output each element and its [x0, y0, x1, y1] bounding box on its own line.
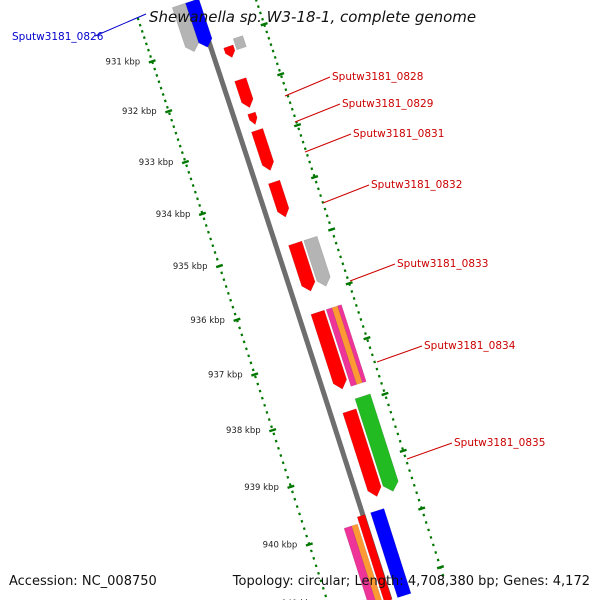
gene-label: Sputw3181_0828 — [332, 71, 423, 83]
outer-major-tick — [399, 448, 407, 453]
gene-block — [171, 2, 200, 53]
kbp-major-tick — [287, 484, 295, 490]
genes-value: 4,172 — [552, 574, 590, 589]
kbp-major-tick — [233, 317, 241, 322]
kbp-label: 934 kbp — [156, 210, 191, 220]
gene-leader-line — [94, 13, 147, 37]
feature-layer — [171, 0, 412, 600]
gene-block — [310, 309, 347, 390]
outer-major-tick — [260, 21, 268, 27]
tick-layer: 931 kbp 932 kbp 933 kbp 934 kbp 935 kbp 936 k… — [106, 0, 445, 600]
outer-major-tick — [277, 71, 285, 77]
gene-block — [251, 128, 275, 171]
outer-major-tick — [345, 281, 353, 286]
outer-major-tick — [436, 565, 445, 570]
kbp-label: 937 kbp — [208, 370, 243, 380]
length-label: Length: — [354, 574, 404, 589]
kbp-label: 938 kbp — [226, 426, 261, 436]
kbp-label: 931 kbp — [106, 57, 141, 67]
gene-leader-line — [349, 263, 396, 282]
gene-label: Sputw3181_0831 — [353, 128, 444, 140]
gene-leader-line — [294, 103, 341, 123]
gene-block — [232, 35, 247, 51]
kbp-major-tick — [215, 263, 224, 269]
gene-block — [354, 393, 399, 492]
topology-value: circular — [297, 574, 346, 589]
kbp-label: 939 kbp — [244, 483, 279, 493]
accession-label: Accession: — [9, 574, 78, 589]
accession-info: Accession: NC_008750 — [9, 574, 157, 589]
gene-label: Sputw3181_0829 — [342, 98, 433, 110]
genes-label: Genes: — [503, 574, 549, 589]
gene-leader-line — [322, 184, 370, 204]
kbp-label: 933 kbp — [139, 158, 174, 168]
accession-value: NC_008750 — [81, 574, 157, 589]
kbp-major-tick — [148, 59, 156, 64]
length-value: 4,708,380 bp — [407, 574, 495, 589]
gene-block — [234, 77, 254, 109]
kbp-major-tick — [198, 211, 207, 217]
gene-leader-line — [284, 76, 331, 97]
kbp-major-tick — [268, 427, 277, 433]
genome-backbone — [192, 0, 393, 600]
outer-major-tick — [293, 122, 302, 128]
kbp-label: 932 kbp — [122, 107, 157, 117]
outer-major-tick — [363, 335, 371, 341]
gene-label: Sputw3181_0826 — [12, 31, 104, 43]
gene-block — [268, 179, 290, 218]
kbp-label: 936 kbp — [190, 316, 225, 326]
genome-summary: Topology: circular; Length: 4,708,380 bp… — [232, 574, 590, 589]
gene-label: Sputw3181_0832 — [371, 179, 462, 191]
gene-block — [370, 508, 412, 598]
kbp-label: 935 kbp — [173, 262, 208, 272]
kbp-major-tick — [181, 159, 190, 165]
label-layer: Sputw3181_0826 Sputw3181_0828 Sputw3181_08… — [12, 13, 545, 460]
gene-leader-line — [406, 442, 453, 460]
gene-leader-line — [304, 133, 352, 153]
outer-major-tick — [418, 506, 426, 511]
gene-block — [351, 523, 382, 600]
gene-block — [303, 235, 331, 287]
gene-label: Sputw3181_0833 — [397, 258, 488, 270]
kbp-major-tick — [305, 542, 314, 547]
gene-block — [356, 514, 393, 600]
gene-block — [288, 240, 316, 292]
kbp-major-tick — [164, 108, 173, 114]
map-title: Shewanella sp. W3-18-1, complete genome — [149, 8, 477, 26]
gene-label: Sputw3181_0835 — [454, 437, 545, 449]
gene-block — [337, 304, 367, 384]
gene-block — [343, 525, 376, 600]
topology-label: Topology: — [232, 574, 294, 589]
gene-block — [342, 408, 382, 497]
outer-dotted-track — [254, 0, 445, 577]
gene-leader-line — [376, 345, 423, 363]
kbp-major-tick — [250, 372, 259, 377]
gene-block — [247, 111, 258, 126]
kbp-label: 940 kbp — [263, 540, 298, 550]
gene-label: Sputw3181_0834 — [424, 340, 516, 352]
inner-dotted-track — [136, 17, 328, 598]
outer-major-tick — [327, 227, 336, 232]
outer-major-tick — [310, 174, 319, 180]
gene-block — [185, 0, 213, 48]
outer-major-tick — [381, 391, 389, 397]
gene-block — [223, 44, 236, 58]
